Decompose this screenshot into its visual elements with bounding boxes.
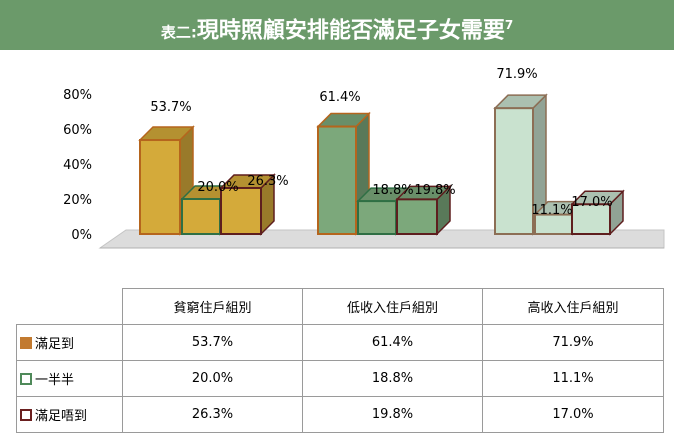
row-label: 滿足唔到: [35, 409, 88, 424]
data-label: 17.0%: [571, 195, 612, 210]
bar: [571, 203, 611, 235]
table-cell: 17.0%: [482, 396, 664, 433]
title-footnote: 7: [504, 18, 514, 32]
y-tick-label: 0%: [71, 228, 92, 243]
bar: [357, 200, 397, 236]
bar: [139, 139, 181, 235]
chart-title: 表二:現時照顧安排能否滿足子女需要7: [0, 6, 674, 51]
bar-chart: 0%20%40%60%80%53.7%20.0% 26.3%61.4%18.8% 1…: [63, 67, 665, 249]
table-header-row: 貧窮住戶組別 低收入住戶組別 高收入住戶組別: [16, 288, 664, 325]
row-label-cell: 滿足唔到: [16, 396, 123, 433]
data-label: 26.3%: [247, 174, 288, 189]
bar: [396, 198, 438, 236]
table-row-satisfied: 滿足到 53.7% 61.4% 71.9%: [16, 324, 664, 361]
row-label-cell: 一半半: [16, 360, 123, 397]
table-cell: 71.9%: [482, 324, 664, 361]
y-tick-label: 20%: [63, 193, 92, 208]
bar: [317, 125, 357, 235]
data-label: 18.8%: [372, 183, 413, 198]
legend-swatch-not-satisfied-icon: [20, 409, 32, 421]
legend-swatch-satisfied-icon: [20, 337, 32, 349]
data-table: 貧窮住戶組別 低收入住戶組別 高收入住戶組別 滿足到 53.7% 61.4% 7…: [16, 288, 664, 433]
title-main: 現時照顧安排能否滿足子女需要: [196, 18, 505, 44]
column-header-high-income: 高收入住戶組別: [482, 288, 664, 325]
legend-swatch-half-icon: [20, 373, 32, 385]
data-label: 11.1%: [531, 203, 572, 218]
data-label: 19.8%: [414, 183, 455, 198]
y-tick-label: 80%: [63, 88, 92, 103]
y-tick-label: 60%: [63, 123, 92, 138]
table-cell: 26.3%: [122, 396, 303, 433]
table-row-not-satisfied: 滿足唔到 26.3% 19.8% 17.0%: [16, 396, 664, 433]
table-cell: 19.8%: [302, 396, 483, 433]
data-label: 53.7%: [150, 100, 191, 115]
bar: [181, 198, 221, 235]
row-label: 滿足到: [35, 337, 75, 352]
y-tick-label: 40%: [63, 158, 92, 173]
row-label-cell: 滿足到: [16, 324, 123, 361]
data-label: 20.0%: [197, 180, 238, 195]
table-cell: 18.8%: [302, 360, 483, 397]
table-cell: 11.1%: [482, 360, 664, 397]
table-corner: [16, 288, 123, 325]
title-prefix: 表二:: [160, 23, 197, 42]
bar: [494, 107, 534, 235]
column-header-poor: 貧窮住戶組別: [122, 288, 303, 325]
table-cell: 61.4%: [302, 324, 483, 361]
title-banner: [0, 0, 674, 50]
data-label: 71.9%: [496, 67, 537, 82]
table-row-half: 一半半 20.0% 18.8% 11.1%: [16, 360, 664, 397]
table-cell: 20.0%: [122, 360, 303, 397]
data-label: 61.4%: [319, 90, 360, 105]
table-cell: 53.7%: [122, 324, 303, 361]
row-label: 一半半: [35, 373, 75, 388]
column-header-low-income: 低收入住戶組別: [302, 288, 483, 325]
bar: [220, 186, 262, 236]
